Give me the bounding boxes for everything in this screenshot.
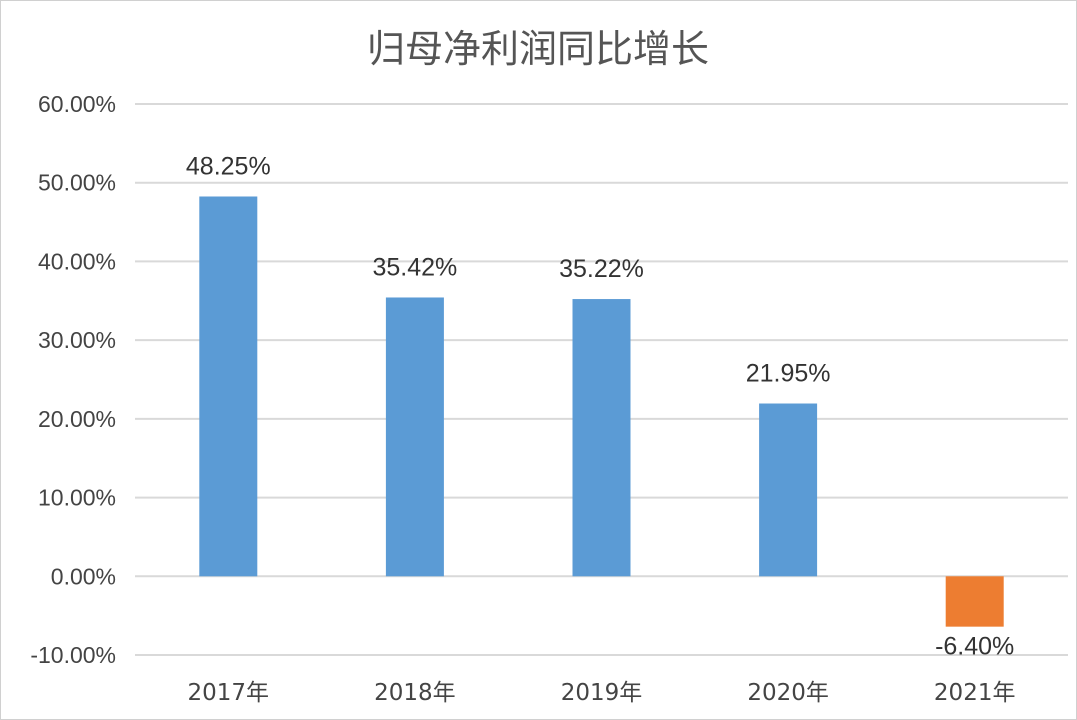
x-tick-label: 2020年 [747, 680, 829, 706]
y-tick-label: -10.00% [30, 642, 116, 668]
y-axis-ticks: 60.00% 50.00% 40.00% 30.00% 20.00% 10.00% 0.00… [30, 91, 116, 668]
data-label: 35.22% [559, 255, 644, 283]
x-tick-label: 2021年 [934, 680, 1016, 706]
chart-title: 归母净利润同比增长 [367, 27, 709, 71]
x-tick-label: 2018年 [374, 680, 456, 706]
data-label: 48.25% [186, 152, 271, 180]
bar [945, 576, 1004, 627]
data-label: 21.95% [746, 360, 831, 388]
data-labels: 48.25% 35.42% 35.22% 21.95% -6.40% [186, 152, 1014, 660]
y-tick-label: 20.00% [38, 406, 116, 432]
bar [759, 403, 818, 577]
y-tick-label: 50.00% [38, 170, 116, 196]
bar [572, 299, 631, 577]
x-axis-ticks: 2017年 2018年 2019年 2020年 2021年 [188, 680, 1016, 706]
y-tick-label: 10.00% [38, 485, 116, 511]
data-label: 35.42% [373, 253, 458, 281]
bars [199, 196, 1004, 627]
y-tick-label: 0.00% [51, 563, 116, 589]
y-tick-label: 30.00% [38, 327, 116, 353]
bar [199, 196, 258, 577]
data-label: -6.40% [935, 633, 1014, 661]
y-tick-label: 40.00% [38, 248, 116, 274]
x-tick-label: 2019年 [561, 680, 643, 706]
y-tick-label: 60.00% [38, 91, 116, 117]
bar [385, 297, 444, 577]
x-tick-label: 2017年 [188, 680, 270, 706]
